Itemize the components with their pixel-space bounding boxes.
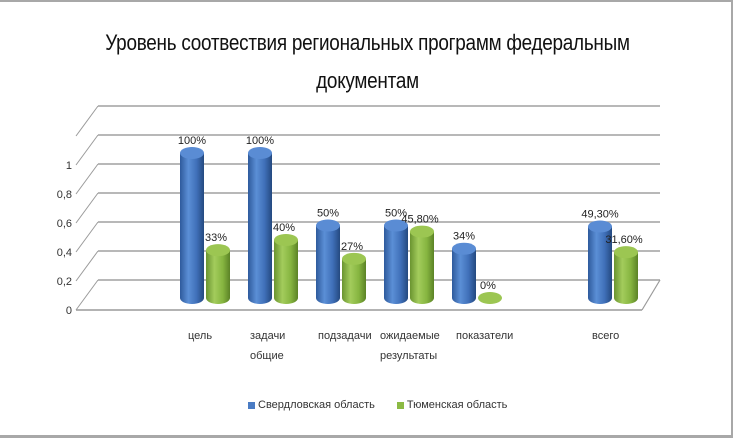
svg-text:0: 0: [66, 305, 72, 317]
y-axis-labels: 0 0,2 0,4 0,6 0,8 1: [57, 160, 72, 317]
svg-text:всего: всего: [592, 330, 619, 342]
legend-label: Тюменская область: [406, 399, 508, 411]
svg-text:0%: 0%: [480, 280, 496, 292]
svg-text:31,60%: 31,60%: [605, 234, 643, 246]
svg-text:100%: 100%: [178, 135, 206, 147]
chart-title-line-2: документам: [316, 68, 419, 93]
svg-text:45,80%: 45,80%: [401, 214, 439, 226]
svg-text:50%: 50%: [317, 208, 339, 220]
legend-item-tyumen: Тюменская область: [396, 399, 508, 411]
svg-text:задачи: задачи: [250, 330, 285, 342]
svg-text:27%: 27%: [341, 241, 363, 253]
svg-text:0,6: 0,6: [57, 218, 72, 230]
x-axis-labels: цель задачи общие подзадачи ожидаемые результ…: [188, 330, 619, 362]
legend-item-sverdlovsk: Свердловская область: [248, 399, 375, 411]
legend: Свердловская область Тюменская область: [248, 399, 507, 411]
svg-text:49,30%: 49,30%: [581, 209, 619, 221]
legend-label: Свердловская область: [258, 399, 375, 411]
legend-swatch-green: [396, 401, 404, 409]
svg-text:цель: цель: [188, 330, 212, 342]
svg-text:ожидаемые: ожидаемые: [380, 330, 440, 342]
svg-text:0,8: 0,8: [57, 189, 72, 201]
svg-text:показатели: показатели: [456, 330, 513, 342]
bars: 100% 100% 50% 50% 34% 49,30% 33% 40% 27% 45,80% 0%…: [178, 135, 643, 304]
svg-text:подзадачи: подзадачи: [318, 330, 372, 342]
svg-text:40%: 40%: [273, 222, 295, 234]
svg-text:100%: 100%: [246, 135, 274, 147]
chart-title-line-1: Уровень соотвествия региональных програм…: [105, 30, 630, 55]
gridlines: [75, 105, 661, 311]
svg-text:общие: общие: [250, 350, 284, 362]
chart-title: Уровень соотвествия региональных програм…: [103, 24, 632, 100]
svg-text:50%: 50%: [385, 208, 407, 220]
svg-text:0,4: 0,4: [57, 247, 72, 259]
svg-text:34%: 34%: [453, 231, 475, 243]
legend-swatch-blue: [248, 401, 255, 409]
svg-text:1: 1: [66, 160, 72, 172]
svg-text:результаты: результаты: [380, 350, 437, 362]
svg-text:33%: 33%: [205, 232, 227, 244]
svg-text:0,2: 0,2: [57, 276, 72, 288]
